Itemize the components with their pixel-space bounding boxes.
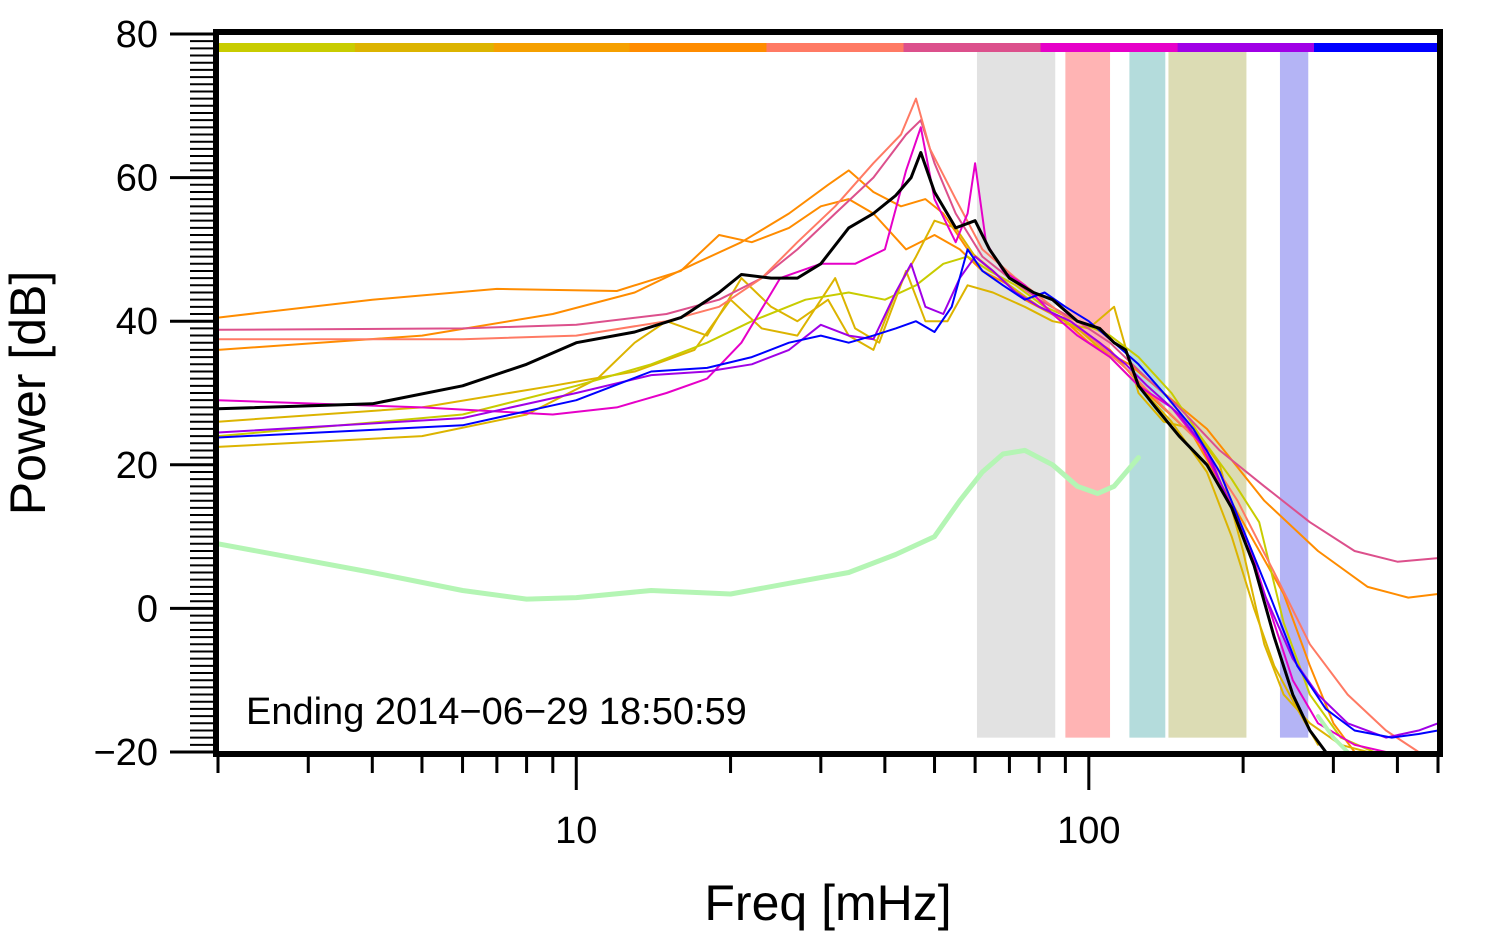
- x-tick-label: 10: [555, 810, 597, 852]
- x-axis: 10 100: [216, 754, 1440, 852]
- band-3: [1168, 51, 1247, 738]
- color-bar-segment-8: [1314, 43, 1439, 52]
- series-line-0: [218, 198, 1438, 599]
- x-tick-label: 100: [1057, 810, 1120, 852]
- series-line-8: [218, 255, 1438, 739]
- ending-timestamp: Ending 2014−06−29 18:50:59: [246, 691, 747, 733]
- series-line-7: [218, 126, 1387, 752]
- y-tick-label: 0: [137, 588, 158, 630]
- y-axis-title: Power [dB]: [0, 271, 56, 516]
- color-bar-segment-5: [903, 43, 1042, 52]
- series-line-4: [218, 255, 1375, 752]
- series-line-12: [1316, 714, 1350, 752]
- series-line-1: [218, 169, 1356, 752]
- series-line-3: [218, 269, 1369, 752]
- color-bar-segment-2: [493, 43, 630, 52]
- y-tick-label: −20: [94, 732, 158, 774]
- color-bar-segment-6: [1040, 43, 1179, 52]
- band-0: [976, 51, 1056, 738]
- color-bar-segment-1: [354, 43, 495, 52]
- series-line-10: [218, 151, 1328, 752]
- y-tick-label: 60: [116, 158, 158, 200]
- series-line-9: [218, 248, 1438, 739]
- band-1: [1065, 51, 1111, 738]
- y-minor-ticks: [190, 33, 216, 753]
- time-color-bar: [218, 43, 1439, 52]
- y-tick-label: 20: [116, 445, 158, 487]
- plot-frame: [213, 29, 1443, 757]
- x-axis-title: Freq [mHz]: [704, 875, 951, 931]
- y-tick-label: 40: [116, 301, 158, 343]
- series-line-11: [218, 447, 1141, 602]
- y-axis: −20 0 20 40 60 80: [94, 14, 216, 774]
- color-bar-segment-3: [629, 43, 767, 52]
- color-bar-segment-7: [1177, 43, 1315, 52]
- color-bar-segment-0: [218, 43, 356, 52]
- color-bar-segment-4: [766, 43, 905, 52]
- spectrum-series: [218, 97, 1438, 752]
- y-tick-label: 80: [116, 14, 158, 56]
- series-line-5: [218, 119, 1438, 563]
- frequency-bands: [976, 51, 1309, 738]
